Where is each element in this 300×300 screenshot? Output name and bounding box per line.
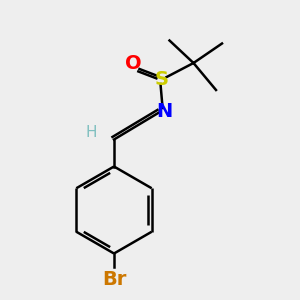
Text: N: N (156, 101, 172, 121)
Text: S: S (155, 70, 169, 89)
Text: H: H (86, 124, 97, 140)
Text: O: O (124, 54, 141, 74)
Text: Br: Br (102, 270, 126, 289)
